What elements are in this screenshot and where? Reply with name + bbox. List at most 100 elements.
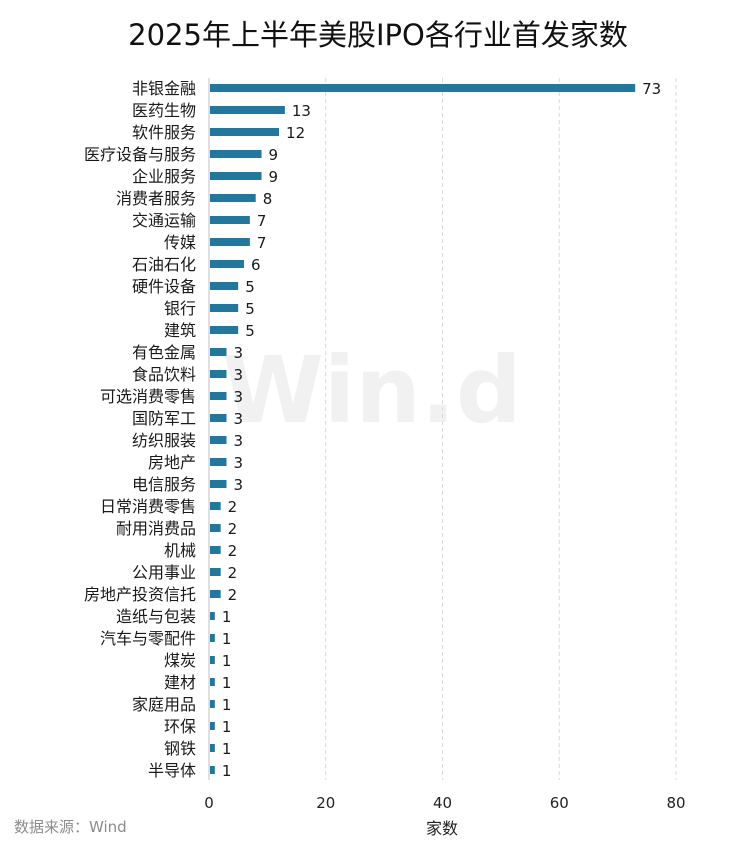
category-label: 煤炭 — [164, 651, 196, 670]
category-label: 食品饮料 — [132, 365, 196, 384]
data-label: 12 — [286, 124, 305, 142]
category-label: 钢铁 — [164, 739, 196, 758]
category-label: 机械 — [164, 541, 196, 560]
bar — [210, 524, 221, 532]
category-label: 石油石化 — [132, 255, 196, 274]
bar — [210, 348, 227, 356]
bar — [210, 458, 227, 466]
category-label: 银行 — [164, 299, 196, 318]
data-label: 2 — [228, 498, 238, 516]
data-label: 5 — [245, 300, 255, 318]
bar — [210, 304, 239, 312]
category-label: 非银金融 — [132, 79, 196, 98]
category-label: 房地产投资信托 — [84, 585, 196, 604]
data-label: 3 — [234, 410, 244, 428]
bar — [210, 106, 285, 114]
bar — [210, 128, 280, 136]
bar — [210, 678, 215, 686]
bar — [210, 414, 227, 422]
bar — [210, 634, 215, 642]
data-label: 2 — [228, 564, 238, 582]
bar — [210, 612, 215, 620]
data-label: 1 — [222, 652, 232, 670]
category-label: 环保 — [164, 717, 196, 736]
bar — [210, 744, 215, 752]
bar — [210, 722, 215, 730]
category-label: 汽车与零配件 — [100, 629, 196, 648]
category-label: 企业服务 — [132, 167, 196, 186]
bar — [210, 260, 245, 268]
bar — [210, 590, 221, 598]
bar — [210, 370, 227, 378]
data-label: 1 — [222, 674, 232, 692]
bar — [210, 656, 215, 664]
data-label: 6 — [251, 256, 261, 274]
data-label: 1 — [222, 630, 232, 648]
data-label: 7 — [257, 212, 267, 230]
data-label: 3 — [234, 454, 244, 472]
category-label: 日常消费零售 — [100, 497, 196, 516]
data-label: 3 — [234, 476, 244, 494]
bar — [210, 216, 250, 224]
data-label: 2 — [228, 542, 238, 560]
category-label: 医药生物 — [132, 101, 196, 120]
category-label: 硬件设备 — [132, 277, 196, 296]
bar — [210, 700, 215, 708]
data-label: 73 — [642, 80, 661, 98]
data-label: 13 — [292, 102, 311, 120]
bar — [210, 546, 221, 554]
data-label: 2 — [228, 520, 238, 538]
bar — [210, 392, 227, 400]
bar — [210, 172, 262, 180]
x-tick-label: 60 — [550, 794, 569, 812]
category-label: 传媒 — [164, 233, 196, 252]
data-label: 3 — [234, 388, 244, 406]
watermark: Win.d — [222, 337, 521, 444]
data-label: 2 — [228, 586, 238, 604]
category-label: 消费者服务 — [116, 189, 196, 208]
category-label: 造纸与包装 — [116, 607, 196, 626]
x-tick-label: 20 — [316, 794, 335, 812]
data-label: 3 — [234, 344, 244, 362]
data-label: 7 — [257, 234, 267, 252]
data-label: 9 — [269, 146, 279, 164]
x-tick-label: 0 — [204, 794, 214, 812]
category-label: 有色金属 — [132, 343, 196, 362]
data-label: 1 — [222, 718, 232, 736]
category-label: 纺织服装 — [132, 431, 196, 450]
data-label: 1 — [222, 762, 232, 780]
bar — [210, 480, 227, 488]
data-label: 1 — [222, 608, 232, 626]
category-label: 电信服务 — [132, 475, 196, 494]
bar — [210, 436, 227, 444]
data-label: 9 — [269, 168, 279, 186]
data-label: 5 — [245, 278, 255, 296]
x-tick-label: 80 — [666, 794, 685, 812]
bar — [210, 766, 215, 774]
category-label: 房地产 — [148, 453, 196, 472]
data-label: 3 — [234, 366, 244, 384]
bar — [210, 150, 262, 158]
bar — [210, 238, 250, 246]
category-label: 交通运输 — [132, 211, 196, 230]
data-label: 1 — [222, 696, 232, 714]
bar — [210, 568, 221, 576]
category-label: 家庭用品 — [132, 695, 196, 714]
category-label: 公用事业 — [132, 563, 196, 582]
category-label: 耐用消费品 — [116, 519, 196, 538]
bar — [210, 84, 636, 92]
data-label: 8 — [263, 190, 273, 208]
bar — [210, 282, 239, 290]
bar — [210, 326, 239, 334]
bars — [210, 84, 636, 774]
chart-title: 2025年上半年美股IPO各行业首发家数 — [128, 18, 628, 52]
bar — [210, 502, 221, 510]
x-axis-title: 家数 — [426, 819, 458, 838]
category-label: 软件服务 — [132, 123, 196, 142]
category-label: 半导体 — [148, 761, 196, 780]
bar — [210, 194, 256, 202]
category-label: 可选消费零售 — [100, 387, 196, 406]
